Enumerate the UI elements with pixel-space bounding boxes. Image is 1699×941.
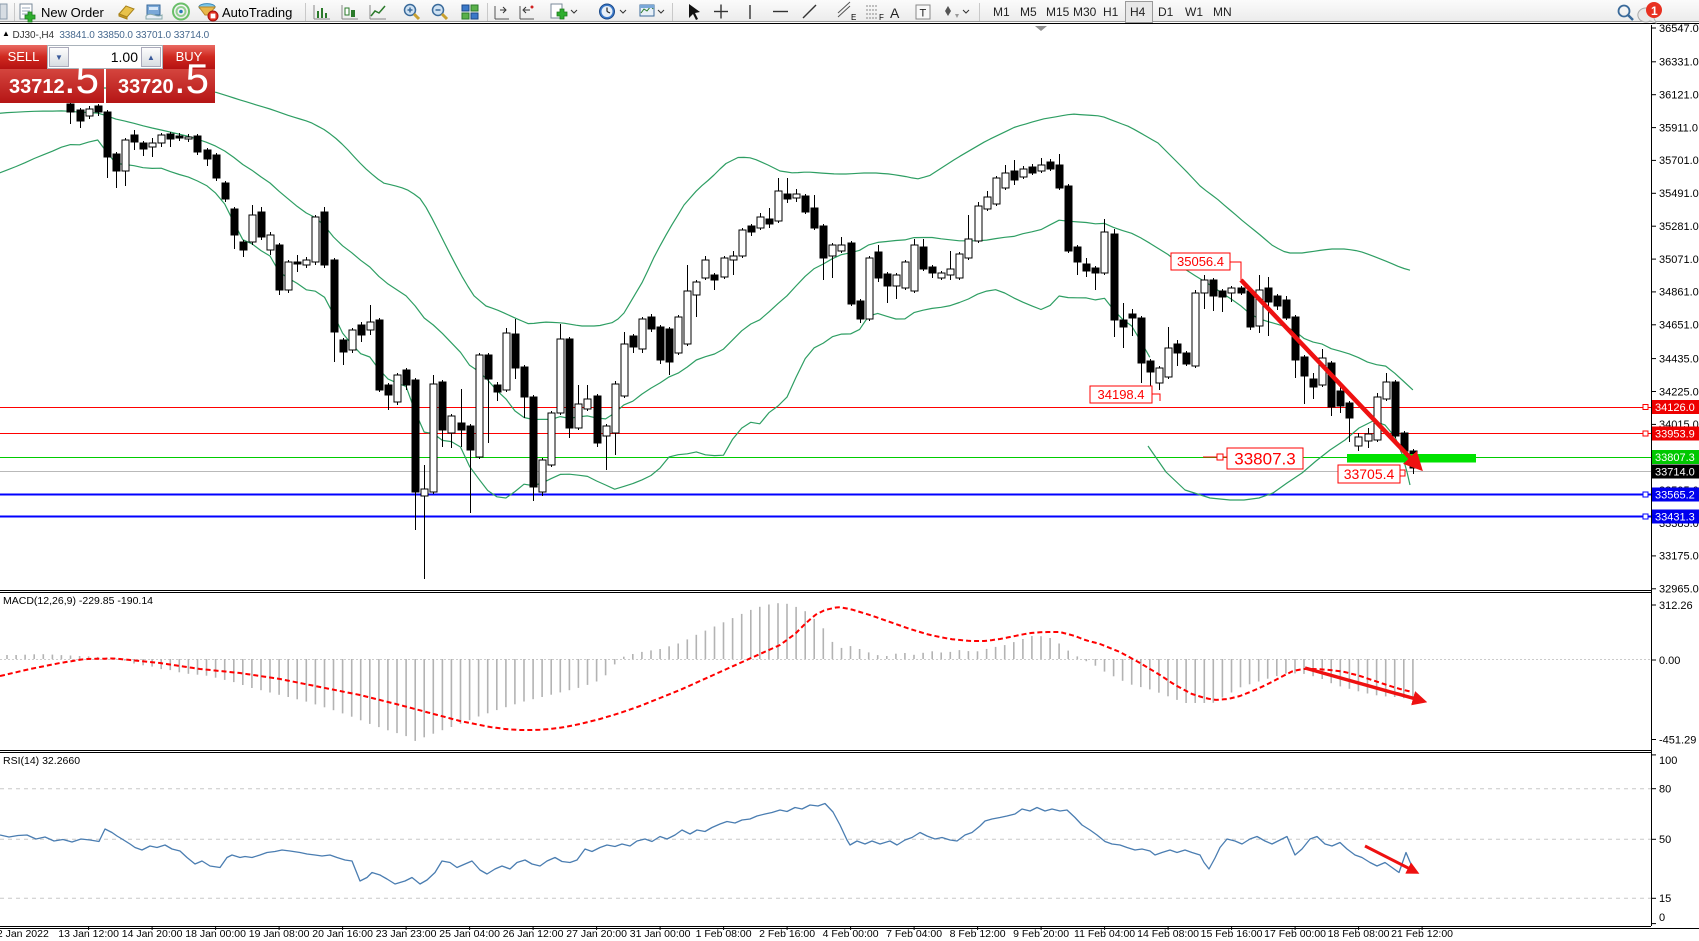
svg-text:34126.0: 34126.0 <box>1655 402 1695 414</box>
svg-text:0.00: 0.00 <box>1659 655 1680 667</box>
svg-text:F: F <box>879 13 884 22</box>
svg-text:33807.3: 33807.3 <box>1655 452 1695 464</box>
svg-text:0: 0 <box>1659 912 1665 924</box>
svg-text:8 Feb 12:00: 8 Feb 12:00 <box>950 928 1006 940</box>
svg-text:17 Feb 00:00: 17 Feb 00:00 <box>1264 928 1326 940</box>
svg-text:32965.0: 32965.0 <box>1659 584 1699 596</box>
svg-text:15 Feb 16:00: 15 Feb 16:00 <box>1201 928 1263 940</box>
svg-text:33807.3: 33807.3 <box>1234 450 1295 469</box>
svg-text:34225.0: 34225.0 <box>1659 386 1699 398</box>
svg-text:33175.0: 33175.0 <box>1659 551 1699 563</box>
svg-text:33431.3: 33431.3 <box>1655 511 1695 523</box>
svg-text:E: E <box>851 13 856 22</box>
svg-text:13 Jan 12:00: 13 Jan 12:00 <box>58 928 119 940</box>
svg-text:36547.0: 36547.0 <box>1659 23 1699 35</box>
svg-text:A: A <box>890 5 900 21</box>
svg-text:New Order: New Order <box>41 5 105 20</box>
svg-text:-451.29: -451.29 <box>1659 734 1696 746</box>
svg-text:7 Feb 04:00: 7 Feb 04:00 <box>886 928 942 940</box>
svg-text:35071.0: 35071.0 <box>1659 254 1699 266</box>
svg-text:1: 1 <box>1651 4 1658 18</box>
svg-text:31 Jan 00:00: 31 Jan 00:00 <box>630 928 691 940</box>
svg-text:19 Jan 08:00: 19 Jan 08:00 <box>249 928 310 940</box>
svg-text:50: 50 <box>1659 834 1671 846</box>
svg-text:11 Feb 04:00: 11 Feb 04:00 <box>1074 928 1135 940</box>
svg-text:34651.0: 34651.0 <box>1659 320 1699 332</box>
svg-text:18 Feb 08:00: 18 Feb 08:00 <box>1328 928 1390 940</box>
svg-text:36331.0: 36331.0 <box>1659 57 1699 69</box>
svg-text:34435.0: 34435.0 <box>1659 353 1699 365</box>
svg-text:36121.0: 36121.0 <box>1659 90 1699 102</box>
svg-text:25 Jan 04:00: 25 Jan 04:00 <box>439 928 500 940</box>
svg-text:33705.4: 33705.4 <box>1344 466 1395 482</box>
svg-text:35491.0: 35491.0 <box>1659 188 1699 200</box>
svg-text:AutoTrading: AutoTrading <box>222 5 292 20</box>
svg-text:33953.9: 33953.9 <box>1655 428 1695 440</box>
svg-text:2 Feb 16:00: 2 Feb 16:00 <box>759 928 815 940</box>
svg-text:15: 15 <box>1659 893 1671 905</box>
svg-text:18 Jan 00:00: 18 Jan 00:00 <box>185 928 246 940</box>
svg-text:4 Feb 00:00: 4 Feb 00:00 <box>823 928 879 940</box>
svg-text:T: T <box>920 8 927 20</box>
svg-text:23 Jan 23:00: 23 Jan 23:00 <box>376 928 437 940</box>
svg-text:RSI(14) 32.2660: RSI(14) 32.2660 <box>3 755 80 767</box>
svg-text:MACD(12,26,9) -229.85 -190.14: MACD(12,26,9) -229.85 -190.14 <box>3 595 153 607</box>
svg-text:1 Feb 08:00: 1 Feb 08:00 <box>696 928 752 940</box>
svg-text:14 Feb 08:00: 14 Feb 08:00 <box>1137 928 1199 940</box>
svg-text:12 Jan 2022: 12 Jan 2022 <box>0 928 49 940</box>
svg-text:312.26: 312.26 <box>1659 600 1693 612</box>
svg-text:9 Feb 20:00: 9 Feb 20:00 <box>1013 928 1069 940</box>
svg-text:27 Jan 20:00: 27 Jan 20:00 <box>566 928 627 940</box>
svg-text:14 Jan 20:00: 14 Jan 20:00 <box>122 928 183 940</box>
svg-text:34198.4: 34198.4 <box>1098 387 1145 402</box>
svg-text:35281.0: 35281.0 <box>1659 221 1699 233</box>
svg-text:80: 80 <box>1659 784 1671 796</box>
svg-text:35056.4: 35056.4 <box>1177 254 1224 269</box>
svg-text:34861.0: 34861.0 <box>1659 287 1699 299</box>
svg-text:26 Jan 12:00: 26 Jan 12:00 <box>503 928 564 940</box>
svg-text:20 Jan 16:00: 20 Jan 16:00 <box>312 928 373 940</box>
svg-text:35701.0: 35701.0 <box>1659 155 1699 167</box>
svg-text:33714.0: 33714.0 <box>1655 466 1695 478</box>
svg-text:33565.2: 33565.2 <box>1655 489 1695 501</box>
svg-text:100: 100 <box>1659 755 1677 767</box>
svg-text:21 Feb 12:00: 21 Feb 12:00 <box>1391 928 1453 940</box>
svg-text:35911.0: 35911.0 <box>1659 122 1698 134</box>
